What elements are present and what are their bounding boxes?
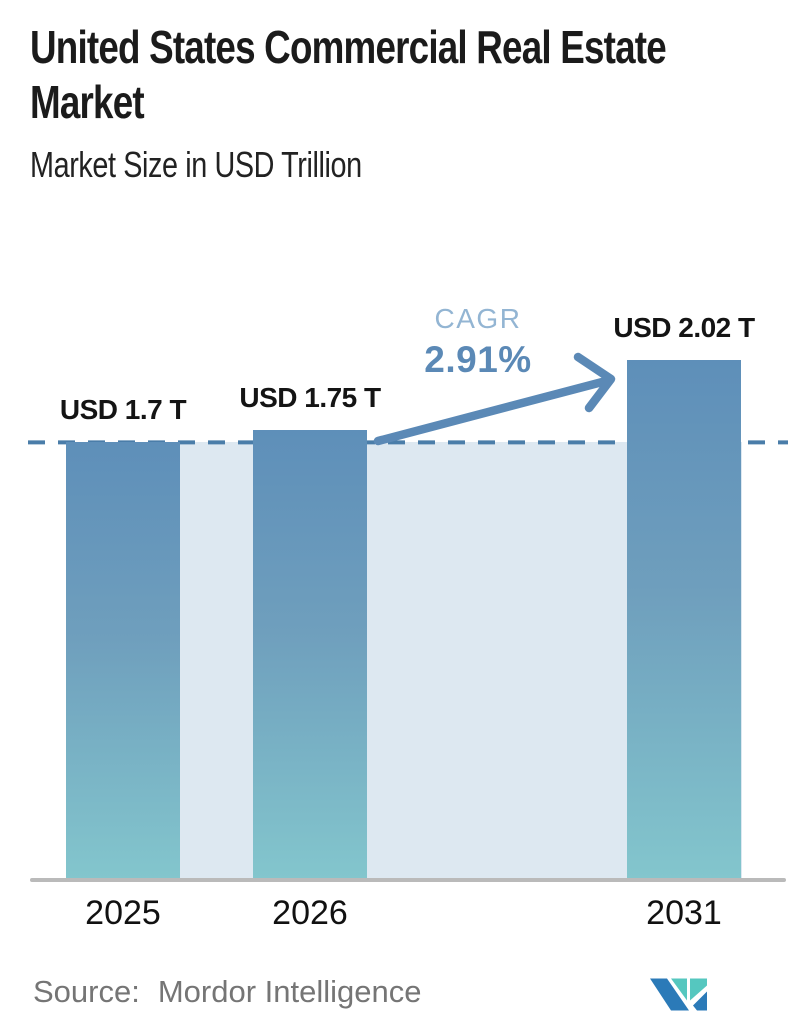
x-axis-line [30, 878, 786, 882]
x-tick-2025: 2025 [85, 894, 161, 932]
logo-right-blue-shape [693, 991, 707, 1011]
chart-header: United States Commercial Real Estate Mar… [30, 20, 766, 186]
bar-value-label-2031: USD 2.02 T [613, 312, 755, 344]
bar-value-label-2025: USD 1.7 T [59, 394, 187, 426]
x-tick-2031: 2031 [646, 894, 722, 932]
x-tick-2026: 2026 [272, 894, 348, 932]
bar-2031 [627, 360, 741, 880]
bar-2025 [66, 442, 180, 880]
cagr-label: CAGR [434, 303, 522, 334]
source-label: Source: [33, 974, 140, 1009]
source-line: Source: Mordor Intelligence [33, 974, 421, 1010]
cagr-value: 2.91% [424, 339, 532, 380]
chart-title: United States Commercial Real Estate Mar… [30, 21, 667, 128]
cagr-annotation: CAGR 2.91% [424, 303, 531, 381]
source-name: Mordor Intelligence [157, 974, 422, 1009]
chart-subtitle: Market Size in USD Trillion [30, 144, 362, 185]
bar-2026 [253, 429, 367, 880]
mordor-intelligence-logo [650, 978, 707, 1011]
logo-middle-teal-shape [671, 978, 687, 1001]
logo-left-blue-shape [650, 978, 689, 1011]
logo-right-teal-shape [690, 978, 707, 1001]
bar-value-label-2026: USD 1.75 T [239, 381, 381, 413]
